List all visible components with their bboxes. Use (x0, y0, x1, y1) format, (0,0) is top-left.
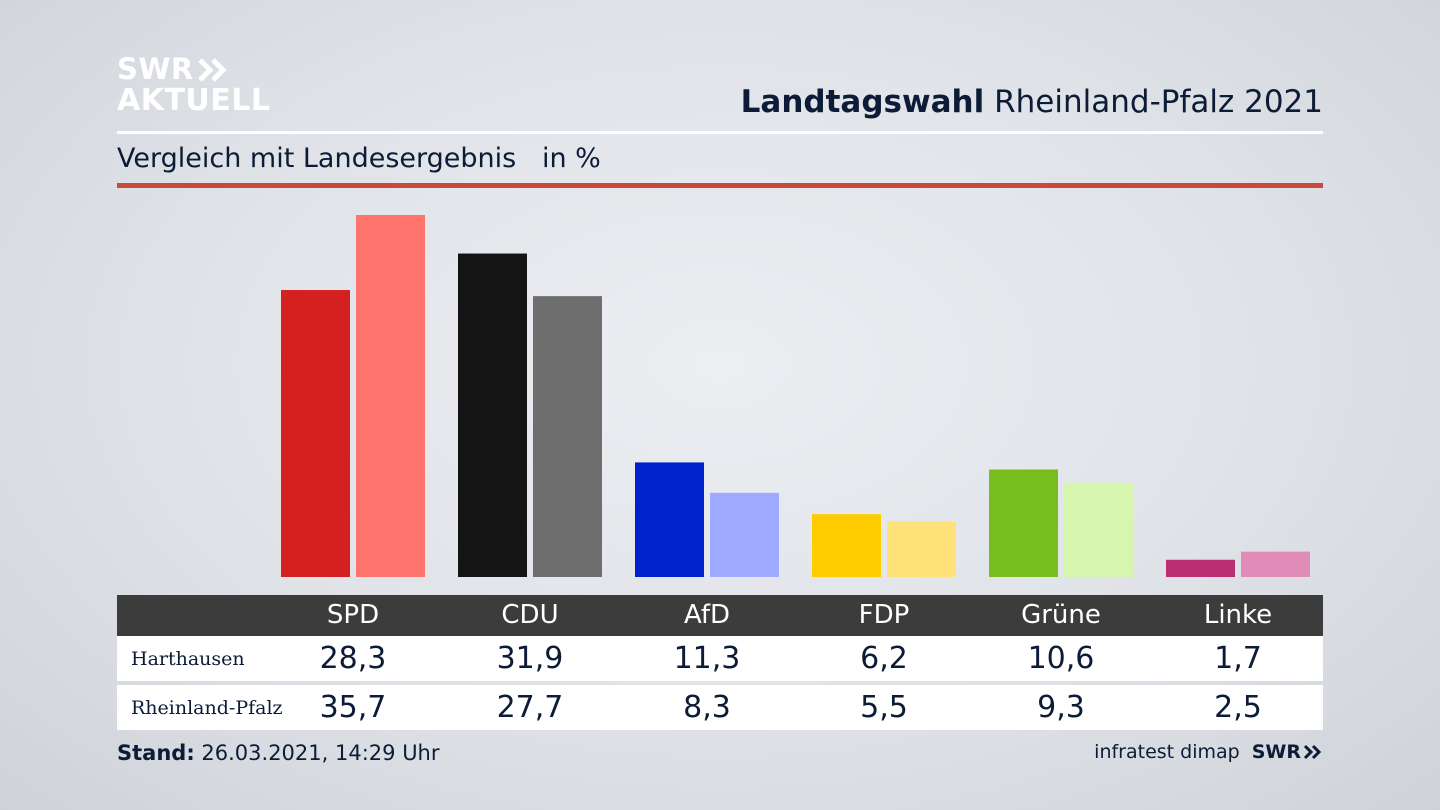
bar-afd-local (635, 462, 704, 577)
bar-fdp-local (812, 514, 881, 577)
source-credit: infratest dimap SWR (1094, 741, 1323, 763)
table-cell: 35,7 (319, 690, 387, 725)
logo-line2: AKTUELL (117, 83, 271, 118)
row-label: Harthausen (131, 648, 245, 670)
title-rest: Rheinland-Pfalz 2021 (994, 84, 1323, 120)
table-row: Rheinland-Pfalz 35,7 27,7 8,3 5,5 9,3 2,5 (117, 685, 1323, 730)
table-cell: 11,3 (673, 641, 741, 676)
page-title: Landtagswahl Rheinland-Pfalz 2021 (741, 84, 1323, 120)
bar-linke-local (1166, 559, 1235, 577)
table-cell: 10,6 (1027, 641, 1095, 676)
bar-linke-state (1241, 551, 1310, 577)
swr-aktuell-logo: SWR AKTUELL (117, 52, 271, 118)
subtitle-unit: in % (541, 143, 601, 174)
table-header: SPD CDU AfD FDP Grüne Linke (117, 595, 1323, 636)
swr-brand-text: SWR (1251, 741, 1301, 763)
column-header: Grüne (1021, 600, 1101, 630)
title-bold: Landtagswahl (740, 84, 985, 120)
column-header: FDP (858, 600, 910, 630)
bar-grne-local (989, 469, 1058, 577)
accent-divider (117, 183, 1323, 188)
table-cell: 9,3 (1037, 690, 1085, 725)
swr-brand: SWR (1252, 741, 1323, 763)
stand-label: Stand: (117, 741, 195, 765)
header-divider (117, 131, 1323, 134)
double-chevron-right-icon (197, 57, 228, 82)
bar-fdp-state (887, 521, 956, 577)
bar-spd-state (356, 215, 425, 577)
bar-cdu-local (458, 253, 527, 577)
bar-chart (281, 215, 1310, 577)
table-cell: 6,2 (860, 641, 908, 676)
stand-value: 26.03.2021, 14:29 Uhr (201, 741, 440, 765)
table-cell: 8,3 (683, 690, 731, 725)
bar-afd-state (710, 492, 779, 577)
double-chevron-right-icon (1303, 744, 1323, 760)
column-header: CDU (501, 600, 559, 630)
bar-cdu-state (533, 296, 602, 577)
column-header: AfD (683, 600, 731, 630)
table-cell: 1,7 (1214, 641, 1262, 676)
table-cell: 2,5 (1214, 690, 1262, 725)
timestamp: Stand: 26.03.2021, 14:29 Uhr (117, 741, 440, 765)
logo-line1: SWR (117, 52, 194, 86)
table-cell: 31,9 (496, 641, 564, 676)
bar-spd-local (281, 290, 350, 577)
table-row: Harthausen 28,3 31,9 11,3 6,2 10,6 1,7 (117, 636, 1323, 681)
subtitle: Vergleich mit Landesergebnis in % (117, 143, 601, 174)
row-label: Rheinland-Pfalz (131, 697, 283, 719)
table-cell: 27,7 (496, 690, 564, 725)
results-table: SPD CDU AfD FDP Grüne Linke Harthausen 28,3 31,… (117, 595, 1323, 730)
bar-grne-state (1064, 482, 1133, 577)
column-header: Linke (1203, 600, 1273, 630)
subtitle-text: Vergleich mit Landesergebnis (117, 143, 517, 174)
column-header: SPD (326, 600, 380, 630)
source-text: infratest dimap (1094, 741, 1240, 763)
table-cell: 28,3 (319, 641, 387, 676)
table-cell: 5,5 (860, 690, 908, 725)
